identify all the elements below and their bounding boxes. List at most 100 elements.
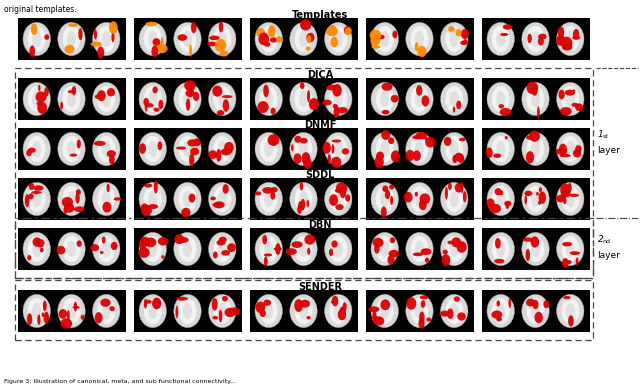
Ellipse shape <box>376 298 394 324</box>
Ellipse shape <box>28 86 45 112</box>
Ellipse shape <box>271 187 278 192</box>
Ellipse shape <box>556 195 566 202</box>
Ellipse shape <box>212 298 218 310</box>
Ellipse shape <box>36 91 47 102</box>
Ellipse shape <box>561 186 579 212</box>
Ellipse shape <box>531 141 540 157</box>
Ellipse shape <box>225 308 236 317</box>
Ellipse shape <box>213 201 225 209</box>
Ellipse shape <box>158 100 163 109</box>
Ellipse shape <box>32 31 41 47</box>
Ellipse shape <box>36 101 42 106</box>
Ellipse shape <box>63 26 81 52</box>
Ellipse shape <box>412 135 422 140</box>
Ellipse shape <box>492 298 509 324</box>
Ellipse shape <box>93 182 120 216</box>
Ellipse shape <box>452 155 458 163</box>
Ellipse shape <box>559 154 571 157</box>
Ellipse shape <box>566 141 575 157</box>
Ellipse shape <box>67 91 76 107</box>
Ellipse shape <box>177 34 188 41</box>
Ellipse shape <box>207 42 217 46</box>
Bar <box>481 290 589 332</box>
Ellipse shape <box>447 241 453 244</box>
Ellipse shape <box>148 303 157 319</box>
Ellipse shape <box>543 300 549 308</box>
Ellipse shape <box>442 254 451 266</box>
Ellipse shape <box>451 237 461 247</box>
Ellipse shape <box>413 252 423 256</box>
Ellipse shape <box>97 186 115 212</box>
Ellipse shape <box>492 236 509 262</box>
Ellipse shape <box>324 182 352 216</box>
Ellipse shape <box>372 238 383 247</box>
Ellipse shape <box>306 46 310 51</box>
Ellipse shape <box>219 310 222 323</box>
Ellipse shape <box>148 31 157 47</box>
Ellipse shape <box>415 91 424 107</box>
Ellipse shape <box>102 31 111 47</box>
Ellipse shape <box>492 86 509 112</box>
Ellipse shape <box>190 148 199 156</box>
Ellipse shape <box>329 194 338 206</box>
Ellipse shape <box>566 241 575 257</box>
Ellipse shape <box>532 299 538 309</box>
Ellipse shape <box>64 203 74 213</box>
Bar <box>250 290 358 332</box>
Ellipse shape <box>328 154 331 164</box>
Bar <box>365 128 474 170</box>
Ellipse shape <box>415 241 424 257</box>
Ellipse shape <box>23 294 51 328</box>
Bar <box>365 78 474 120</box>
Ellipse shape <box>527 82 538 94</box>
Ellipse shape <box>144 136 162 162</box>
Ellipse shape <box>161 37 164 48</box>
Ellipse shape <box>145 299 152 304</box>
Ellipse shape <box>406 22 433 56</box>
Ellipse shape <box>371 45 380 49</box>
Ellipse shape <box>557 182 584 216</box>
Ellipse shape <box>536 192 539 196</box>
Ellipse shape <box>67 191 76 207</box>
Ellipse shape <box>264 141 273 157</box>
Ellipse shape <box>264 91 273 107</box>
Ellipse shape <box>189 194 195 203</box>
Ellipse shape <box>415 132 428 140</box>
Ellipse shape <box>263 299 271 306</box>
Ellipse shape <box>264 256 268 266</box>
Ellipse shape <box>331 300 335 304</box>
Bar <box>250 228 358 270</box>
Ellipse shape <box>32 303 41 319</box>
Ellipse shape <box>300 19 311 31</box>
Ellipse shape <box>452 107 456 113</box>
Ellipse shape <box>152 38 161 46</box>
Ellipse shape <box>566 91 575 107</box>
Ellipse shape <box>161 255 164 259</box>
Ellipse shape <box>440 294 468 328</box>
Ellipse shape <box>93 132 120 165</box>
Ellipse shape <box>406 232 433 266</box>
Ellipse shape <box>575 145 582 153</box>
Ellipse shape <box>420 300 426 308</box>
Ellipse shape <box>334 141 343 157</box>
Ellipse shape <box>424 137 429 141</box>
Ellipse shape <box>330 25 336 33</box>
Ellipse shape <box>370 29 381 41</box>
Ellipse shape <box>323 142 331 154</box>
Ellipse shape <box>333 105 339 118</box>
Ellipse shape <box>500 108 511 116</box>
Ellipse shape <box>63 236 81 262</box>
Ellipse shape <box>65 45 74 54</box>
Ellipse shape <box>562 44 573 51</box>
Ellipse shape <box>209 36 220 40</box>
Ellipse shape <box>454 152 463 162</box>
Ellipse shape <box>299 31 308 47</box>
Ellipse shape <box>67 310 70 321</box>
Ellipse shape <box>76 189 81 195</box>
Text: DNMF: DNMF <box>304 120 336 130</box>
Ellipse shape <box>154 107 159 112</box>
Text: layer: layer <box>598 251 620 260</box>
Ellipse shape <box>376 26 394 52</box>
Ellipse shape <box>59 309 67 319</box>
Ellipse shape <box>388 138 394 144</box>
